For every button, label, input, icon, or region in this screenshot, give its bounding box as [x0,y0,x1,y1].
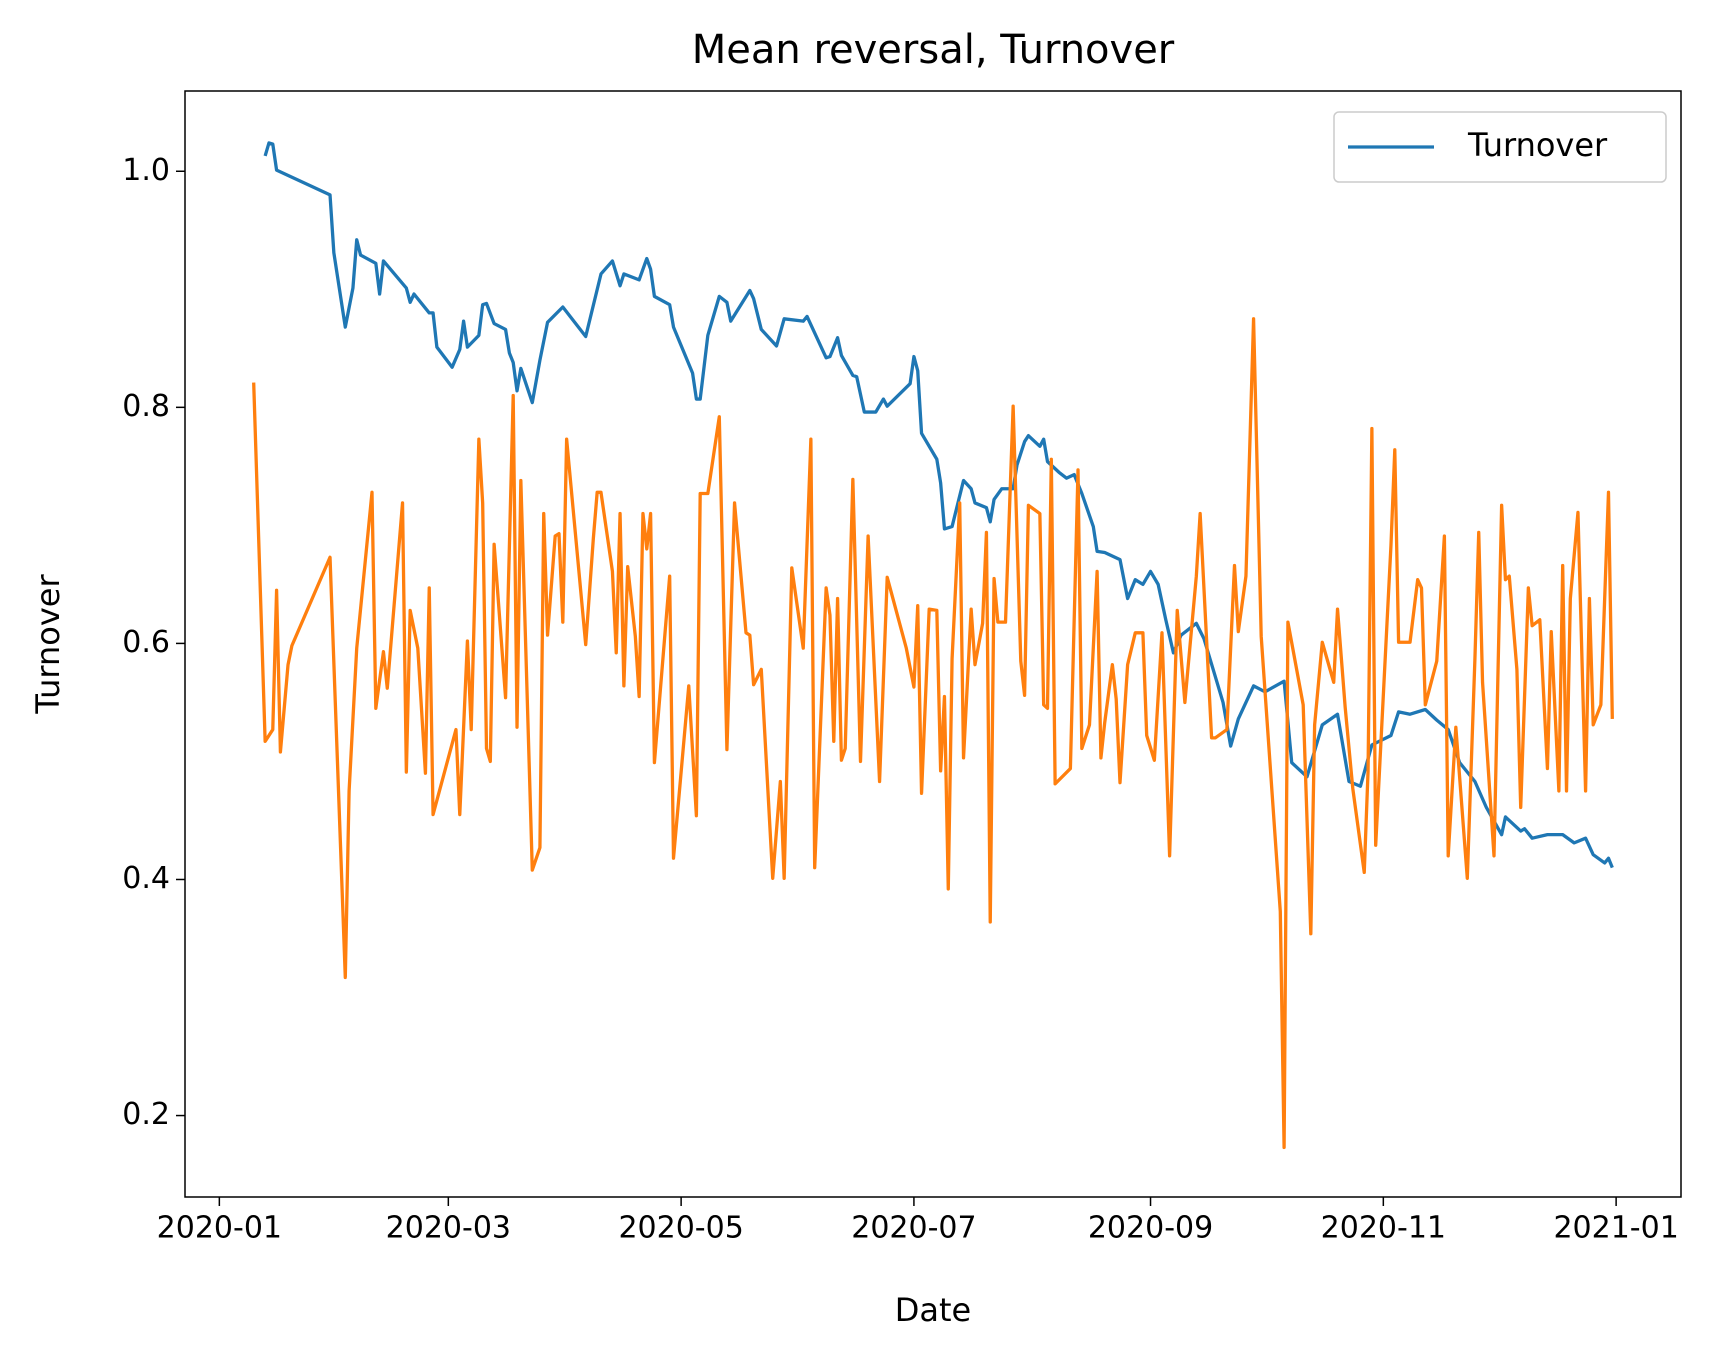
chart-title: Mean reversal, Turnover [692,27,1175,73]
x-tick-label: 2020-01 [157,1211,282,1246]
legend-box [1333,111,1667,183]
y-tick-label: 0.4 [122,861,170,896]
x-tick-label: 2020-07 [851,1211,976,1246]
data-line [252,317,1614,1150]
x-axis-label: Date [895,1291,971,1329]
y-tick-label: 0.6 [122,625,170,660]
y-axis-label: Turnover [29,574,67,715]
x-tick-label: 2021-01 [1553,1211,1678,1246]
legend-label: Turnover [1467,126,1608,164]
x-tick-label: 2020-05 [618,1211,743,1246]
y-tick-label: 0.2 [122,1097,170,1132]
y-tick-label: 0.8 [122,389,170,424]
x-tick-label: 2020-03 [386,1211,511,1246]
plot-frame [184,90,1682,1198]
data-line [263,141,1614,869]
y-tick-label: 1.0 [122,153,170,188]
x-tick-label: 2020-11 [1321,1211,1446,1246]
x-tick-label: 2020-09 [1088,1211,1213,1246]
